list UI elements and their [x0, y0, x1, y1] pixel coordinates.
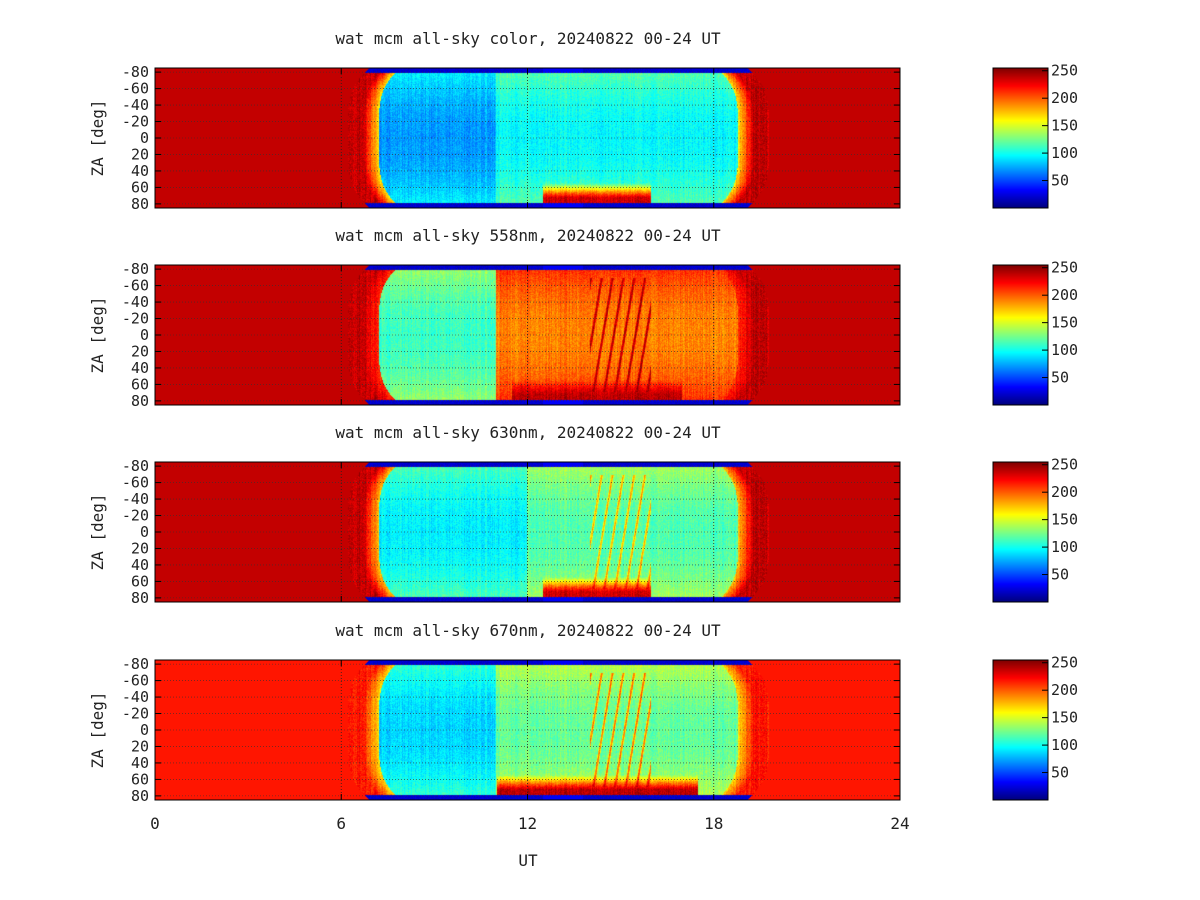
y-tick-label: -40	[122, 96, 149, 114]
colorbar	[993, 462, 1048, 602]
y-tick-label: -60	[122, 80, 149, 98]
y-tick-label: 20	[131, 342, 149, 360]
panel-4: wat mcm all-sky 670nm, 20240822 00-24 UT…	[88, 621, 1078, 805]
colorbar-tick-label: 100	[1051, 538, 1078, 556]
y-axis-label: ZA [deg]	[88, 493, 107, 570]
y-tick-label: -40	[122, 490, 149, 508]
colorbar-tick-label: 50	[1051, 172, 1069, 190]
y-tick-label: 40	[131, 359, 149, 377]
panel-title: wat mcm all-sky 630nm, 20240822 00-24 UT	[335, 423, 721, 442]
y-tick-label: 60	[131, 178, 149, 196]
colorbar-tick-label: 50	[1051, 764, 1069, 782]
colorbar-tick-label: 150	[1051, 709, 1078, 727]
y-tick-label: 20	[131, 539, 149, 557]
y-tick-label: -20	[122, 507, 149, 525]
y-tick-label: 80	[131, 392, 149, 410]
colorbar-tick-label: 250	[1051, 654, 1078, 672]
x-tick-label: 18	[704, 814, 723, 833]
x-tick-label: 12	[518, 814, 537, 833]
x-tick-label: 0	[150, 814, 160, 833]
panel-title: wat mcm all-sky color, 20240822 00-24 UT	[335, 29, 721, 48]
colorbar-tick-label: 200	[1051, 89, 1078, 107]
colorbar-frame	[992, 461, 1049, 603]
y-tick-label: -80	[122, 457, 149, 475]
y-tick-label: 40	[131, 162, 149, 180]
colorbar	[993, 265, 1048, 405]
colorbar-tick-label: 100	[1051, 341, 1078, 359]
y-tick-label: 80	[131, 195, 149, 213]
panel-1: wat mcm all-sky color, 20240822 00-24 UT…	[88, 29, 1078, 213]
y-tick-label: 0	[140, 129, 149, 147]
colorbar-tick-label: 150	[1051, 511, 1078, 529]
y-tick-label: -40	[122, 293, 149, 311]
y-tick-label: -20	[122, 113, 149, 131]
y-tick-label: 80	[131, 589, 149, 607]
colorbar-tick-label: 200	[1051, 681, 1078, 699]
y-tick-label: 40	[131, 556, 149, 574]
y-tick-label: 60	[131, 375, 149, 393]
y-tick-label: 80	[131, 787, 149, 805]
colorbar-tick-label: 100	[1051, 736, 1078, 754]
colorbar-tick-label: 100	[1051, 144, 1078, 162]
y-tick-label: -40	[122, 688, 149, 706]
y-tick-label: -20	[122, 705, 149, 723]
y-tick-label: 0	[140, 326, 149, 344]
y-tick-label: 60	[131, 770, 149, 788]
colorbar	[993, 68, 1048, 208]
x-axis-label: UT	[518, 851, 538, 870]
colorbar-frame	[992, 67, 1049, 209]
y-tick-label: 0	[140, 721, 149, 739]
y-axis-label: ZA [deg]	[88, 296, 107, 373]
panel-3: wat mcm all-sky 630nm, 20240822 00-24 UT…	[88, 423, 1078, 607]
y-tick-label: -80	[122, 260, 149, 278]
colorbar-tick-label: 250	[1051, 62, 1078, 80]
x-tick-label: 24	[890, 814, 909, 833]
colorbar-tick-label: 200	[1051, 286, 1078, 304]
colorbar-tick-label: 150	[1051, 314, 1078, 332]
y-axis-label: ZA [deg]	[88, 99, 107, 176]
y-tick-label: 60	[131, 572, 149, 590]
y-tick-label: -60	[122, 672, 149, 690]
y-tick-label: 20	[131, 145, 149, 163]
y-tick-label: -60	[122, 474, 149, 492]
x-axis: UT 0 6 12 18 24	[150, 814, 909, 870]
colorbar-tick-label: 50	[1051, 369, 1069, 387]
colorbar-tick-label: 200	[1051, 483, 1078, 501]
y-tick-label: 40	[131, 754, 149, 772]
x-tick-label: 6	[336, 814, 346, 833]
y-tick-label: 20	[131, 737, 149, 755]
colorbar-tick-label: 250	[1051, 456, 1078, 474]
panel-2: wat mcm all-sky 558nm, 20240822 00-24 UT…	[88, 226, 1078, 410]
colorbar-tick-label: 150	[1051, 117, 1078, 135]
colorbar-tick-label: 250	[1051, 259, 1078, 277]
panel-title: wat mcm all-sky 558nm, 20240822 00-24 UT	[335, 226, 721, 245]
panel-title: wat mcm all-sky 670nm, 20240822 00-24 UT	[335, 621, 721, 640]
y-axis-label: ZA [deg]	[88, 691, 107, 768]
panels: wat mcm all-sky color, 20240822 00-24 UT…	[88, 29, 1078, 805]
y-tick-label: 0	[140, 523, 149, 541]
colorbar-frame	[992, 659, 1049, 801]
y-tick-label: -80	[122, 655, 149, 673]
y-tick-label: -20	[122, 310, 149, 328]
y-tick-label: -60	[122, 277, 149, 295]
colorbar-frame	[992, 264, 1049, 406]
colorbar-tick-label: 50	[1051, 566, 1069, 584]
y-tick-label: -80	[122, 63, 149, 81]
colorbar	[993, 660, 1048, 800]
